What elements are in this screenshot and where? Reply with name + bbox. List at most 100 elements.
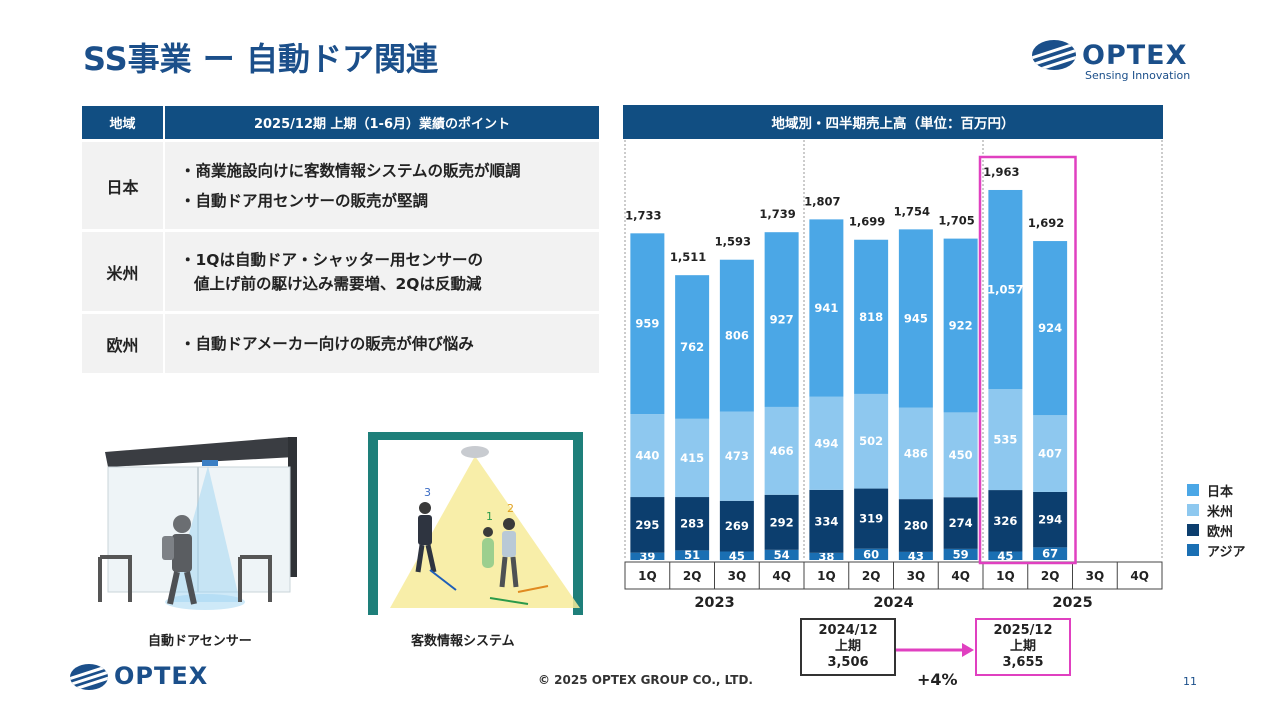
legend-swatch [1187,524,1199,536]
data-label: 762 [680,340,704,354]
total-label: 1,692 [1028,216,1064,230]
data-label: 326 [993,514,1017,528]
bar-segment [764,406,799,495]
data-label: 959 [635,317,659,331]
people-counter-illustration: 3 1 2 [368,432,583,615]
data-label: 45 [997,549,1013,563]
legend-item: 米州 [1187,500,1245,520]
table-row-americas: 米州 ・1Qは自動ドア・シャッター用センサーの 値上げ前の駆け込み需要増、2Qは… [82,229,599,311]
data-label: 274 [949,516,973,530]
x-tick-label: 2Q [862,569,881,583]
bar-segment [764,494,799,550]
legend-label: アジア [1207,544,1246,560]
bar-segment [764,232,799,407]
curr-value: 3,655 [1002,655,1044,670]
bar-segment [719,500,754,552]
bar-segment [630,414,665,498]
copyright: © 2025 OPTEX GROUP CO., LTD. [538,673,753,687]
region-cell: 日本 [82,142,165,229]
bar-segment [1033,491,1068,548]
prev-value: 3,506 [827,655,869,670]
curr-period-box: 2025/12 上期 3,655 [975,618,1071,676]
data-label: 473 [725,449,749,463]
bar-segment [988,490,1023,552]
data-label: 39 [639,549,655,563]
legend-label: 欧州 [1207,524,1234,540]
page-title: SS事業 ー 自動ドア関連 [83,40,438,78]
data-label: 494 [814,436,838,450]
bar-segment [988,389,1023,491]
x-tick-label: 4Q [1130,569,1149,583]
data-label: 941 [814,301,838,315]
bar-segment [854,548,889,560]
region-cell: 欧州 [82,314,165,373]
curr-period-label: 2025/12 [993,623,1053,638]
points-table-header: 地域 2025/12期 上期（1-6月）業績のポイント [82,106,599,139]
total-label: 1,699 [849,215,885,229]
bar-segment [719,411,754,501]
optex-logo-icon [1032,40,1076,70]
data-label: 51 [684,548,700,562]
optex-logo-text: OPTEX [1082,40,1188,71]
point-line: ・自動ドアメーカー向けの販売が伸び悩み [180,334,474,353]
auto-door-illustration [98,437,297,610]
data-label: 440 [635,449,659,463]
total-label: 1,754 [894,204,930,218]
bar-segment [943,238,978,413]
total-label: 1,807 [804,194,840,208]
x-tick-label: 3Q [1086,569,1105,583]
data-label: 407 [1038,447,1062,461]
bar-segment [675,275,710,419]
bar-segment [1033,241,1068,416]
bar-segment [943,548,978,560]
optex-footer-logo: OPTEX [70,662,220,692]
bar-segment [675,418,710,498]
chart-legend: 日本 米州 欧州 アジア [1187,480,1245,560]
point-line: ・自動ドア用センサーの販売が堅調 [180,191,429,210]
data-label: 818 [859,310,883,324]
data-label: 295 [635,518,659,532]
x-tick-label: 4Q [951,569,970,583]
points-table: 地域 2025/12期 上期（1-6月）業績のポイント 日本 ・商業施設向けに客… [82,106,599,373]
prev-half-label: 上期 [834,639,861,654]
bar-segment [630,552,665,560]
point-line: 値上げ前の駆け込み需要増、2Qは反動減 [194,274,482,293]
legend-swatch [1187,484,1199,496]
data-label: 806 [725,329,749,343]
x-tick-label: 1Q [638,569,657,583]
bar-segment [988,551,1023,560]
bar-segment [898,229,933,408]
total-label: 1,593 [715,235,751,249]
bar-segment [1033,415,1068,492]
growth-arrow [896,643,974,657]
bar-segment [809,489,844,553]
page-number: 11 [1183,675,1197,688]
bar-segment [809,219,844,397]
data-label: 319 [859,512,883,526]
bar-segment [809,552,844,560]
category-axis [624,561,1163,590]
people-counter-caption: 客数情報システム [411,634,515,649]
data-label: 486 [904,446,928,460]
total-label: 1,705 [938,214,974,228]
optex-tagline: Sensing Innovation [1085,69,1191,82]
bar-segment [854,393,889,489]
data-label: 334 [814,514,838,528]
optex-footer-logo-icon [70,664,108,690]
year-label: 2024 [873,595,913,611]
total-label: 1,511 [670,250,706,264]
legend-item: アジア [1187,540,1245,560]
data-label: 283 [680,517,704,531]
data-label: 927 [770,313,794,327]
bar-segment [854,488,889,549]
prev-period-label: 2024/12 [818,623,878,638]
data-label: 45 [729,549,745,563]
bar-segment [719,551,754,560]
data-label: 54 [774,548,790,562]
point-line: ・商業施設向けに客数情報システムの販売が順調 [180,161,521,180]
data-label: 924 [1038,321,1062,335]
bar-segment [943,497,978,549]
person-label: 3 [424,486,431,499]
x-tick-label: 2Q [1041,569,1060,583]
bar-segment [630,497,665,553]
